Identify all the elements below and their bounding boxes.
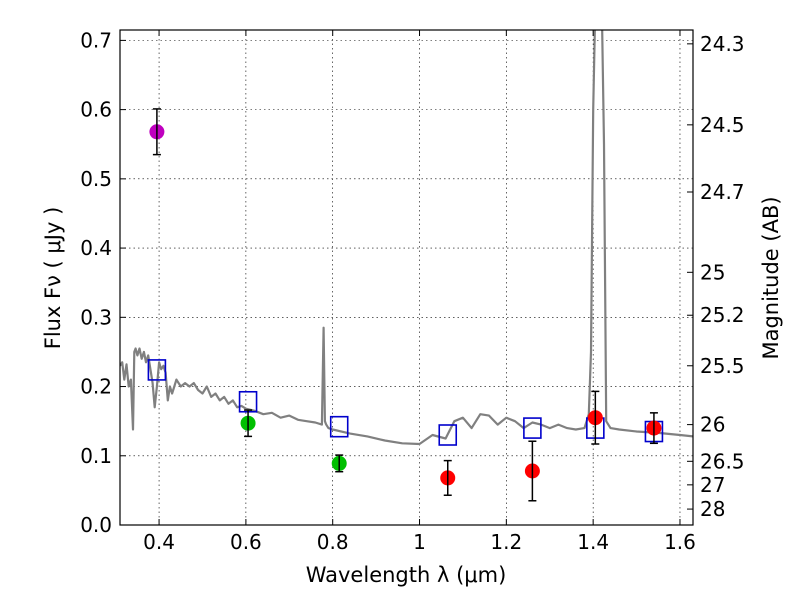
spectrum-layer [120, 30, 693, 446]
right-axis-label: Magnitude (AB) [759, 196, 783, 359]
y-tick-label: 0.7 [80, 28, 112, 52]
right-tick-label: 27 [700, 473, 725, 497]
x-tick-label: 0.4 [143, 530, 175, 554]
x-tick-label: 1.6 [664, 530, 696, 554]
x-tick-label: 0.6 [230, 530, 262, 554]
markers-layer [147, 108, 664, 502]
y-tick-label: 0.1 [80, 444, 112, 468]
model-photometry-square [438, 424, 458, 446]
right-tick-label: 24.3 [700, 32, 745, 56]
right-tick-label: 25.5 [700, 354, 745, 378]
x-tick-label: 0.8 [317, 530, 349, 554]
x-tick-label: 1.2 [490, 530, 522, 554]
right-tick-label: 26 [700, 413, 725, 437]
x-tick-label: 1 [413, 530, 426, 554]
y-ticks: 0.0 0.1 0.2 0.3 0.4 0.5 0.6 0.7 [80, 28, 126, 537]
y-tick-label: 0.5 [80, 167, 112, 191]
right-tick-label: 25 [700, 260, 725, 284]
model-photometry-square [147, 359, 167, 381]
model-photometry-square [523, 417, 542, 439]
x-tick-label: 1.4 [577, 530, 609, 554]
y-tick-label: 0.2 [80, 375, 112, 399]
x-ticks: 0.4 0.6 0.8 1 1.2 1.4 1.6 [143, 30, 696, 554]
right-tick-label: 25.2 [700, 303, 745, 327]
y-tick-label: 0.6 [80, 98, 112, 122]
plot-background [120, 30, 693, 525]
right-tick-label: 24.5 [700, 113, 745, 137]
model-photometry-square [329, 415, 349, 438]
spectrum-line [120, 30, 693, 446]
y-tick-label: 0.0 [80, 513, 112, 537]
x-axis-label: Wavelength λ (μm) [306, 563, 507, 587]
right-tick-label: 24.7 [700, 180, 745, 204]
right-tick-label: 28 [700, 497, 725, 521]
y-tick-label: 0.3 [80, 305, 112, 329]
y-tick-label: 0.4 [80, 236, 112, 260]
right-tick-label: 26.5 [700, 449, 745, 473]
y-axis-label: Flux Fν ( μJy ) [41, 207, 65, 350]
plot-frame [119, 29, 694, 526]
